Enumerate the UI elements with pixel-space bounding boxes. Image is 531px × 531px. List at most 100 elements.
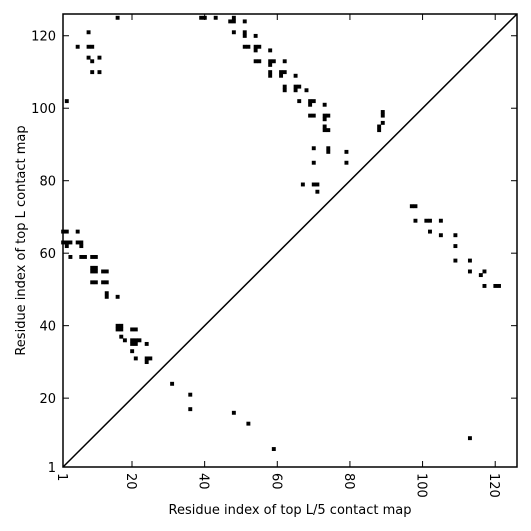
contact-point-lower — [133, 338, 138, 343]
contact-point-upper — [311, 160, 316, 165]
contact-point-lower — [130, 341, 135, 346]
contact-point-upper — [268, 62, 273, 67]
contact-point-lower — [101, 280, 106, 285]
contact-point-upper — [326, 128, 331, 133]
contact-point-lower — [133, 327, 138, 332]
contact-point-lower — [119, 323, 124, 328]
contact-point-upper — [279, 73, 284, 78]
contact-point-upper — [308, 113, 313, 118]
contact-point-lower — [413, 218, 418, 223]
x-tick-label: 40 — [196, 473, 211, 490]
contact-point-upper — [115, 15, 120, 20]
x-tick-label: 120 — [486, 473, 501, 498]
contact-point-upper — [293, 88, 298, 93]
contact-point-upper — [377, 124, 382, 129]
contact-point-upper — [322, 113, 327, 118]
diagonal-line — [62, 13, 518, 468]
contact-point-lower — [122, 338, 127, 343]
contact-point-lower — [453, 258, 458, 263]
contact-point-lower — [79, 255, 84, 259]
contact-point-upper — [315, 189, 320, 194]
contact-point-upper — [199, 15, 204, 20]
contact-point-lower — [144, 356, 149, 361]
contact-point-upper — [271, 59, 276, 64]
contact-point-lower — [93, 280, 98, 285]
contact-point-upper — [377, 128, 382, 133]
contact-point-lower — [64, 244, 69, 249]
contact-point-upper — [297, 99, 302, 104]
contact-point-lower — [68, 240, 73, 245]
contact-point-upper — [311, 113, 316, 118]
contact-point-lower — [271, 447, 276, 451]
contact-point-upper — [246, 44, 251, 49]
contact-point-lower — [104, 280, 109, 285]
contact-point-upper — [268, 59, 273, 64]
contact-point-upper — [231, 15, 236, 20]
contact-point-lower — [467, 258, 472, 263]
contact-point-upper — [253, 44, 258, 49]
contact-point-lower — [64, 240, 69, 245]
contact-point-lower — [428, 229, 432, 234]
contact-point-lower — [424, 218, 429, 223]
contact-point-upper — [257, 44, 262, 49]
contact-point-lower — [438, 218, 443, 223]
contact-point-upper — [75, 44, 80, 49]
contact-point-lower — [188, 392, 193, 397]
contact-point-lower — [68, 255, 73, 259]
contact-point-upper — [279, 70, 284, 75]
contact-point-upper — [326, 149, 331, 154]
contact-point-lower — [115, 323, 120, 328]
contact-point-upper — [253, 59, 258, 64]
contact-point-lower — [90, 280, 95, 285]
contact-point-lower — [231, 410, 236, 415]
contact-point-lower — [115, 327, 120, 332]
contact-point-lower — [101, 269, 106, 274]
contact-point-upper — [86, 30, 91, 35]
y-tick-label: 100 — [31, 102, 56, 117]
x-tick-label: 20 — [123, 473, 138, 490]
contact-point-upper — [242, 19, 247, 24]
contact-point-lower — [144, 360, 149, 365]
contact-point-upper — [268, 70, 273, 75]
contact-point-lower — [75, 240, 80, 245]
contact-point-upper — [86, 44, 91, 49]
contact-point-upper — [90, 59, 95, 64]
contact-point-lower — [93, 265, 98, 270]
contact-point-upper — [242, 33, 247, 38]
contact-point-upper — [282, 59, 287, 64]
contact-point-lower — [482, 283, 487, 288]
contact-point-upper — [300, 182, 305, 187]
y-tick-label: 120 — [31, 30, 56, 45]
contact-point-lower — [467, 436, 472, 441]
contact-point-upper — [308, 102, 313, 107]
x-tick-label: 100 — [414, 473, 429, 498]
contact-point-lower — [453, 244, 458, 249]
contact-point-lower — [133, 341, 138, 346]
contact-point-lower — [119, 334, 124, 339]
contact-point-lower — [104, 291, 109, 296]
contact-point-lower — [93, 269, 98, 274]
contact-point-upper — [344, 149, 349, 154]
contact-point-lower — [170, 381, 175, 386]
contact-point-lower — [82, 255, 87, 259]
contact-point-upper — [326, 146, 331, 151]
y-tick-label: 80 — [39, 175, 56, 190]
contact-point-lower — [119, 327, 124, 332]
contact-point-upper — [311, 182, 316, 187]
contact-point-upper — [282, 84, 287, 89]
contact-point-upper — [90, 70, 95, 75]
contact-point-upper — [308, 99, 313, 104]
contact-point-upper — [242, 30, 247, 35]
contact-point-upper — [231, 30, 236, 35]
contact-points — [61, 15, 501, 451]
contact-point-lower — [104, 269, 109, 274]
contact-point-upper — [322, 117, 327, 122]
contact-point-lower — [137, 338, 142, 343]
contact-point-lower — [75, 229, 80, 234]
contact-point-upper — [228, 19, 233, 24]
contact-point-upper — [326, 113, 331, 118]
contact-point-lower — [90, 269, 95, 274]
contact-point-lower — [478, 273, 483, 278]
contact-point-lower — [409, 204, 414, 209]
contact-point-lower — [453, 233, 458, 238]
